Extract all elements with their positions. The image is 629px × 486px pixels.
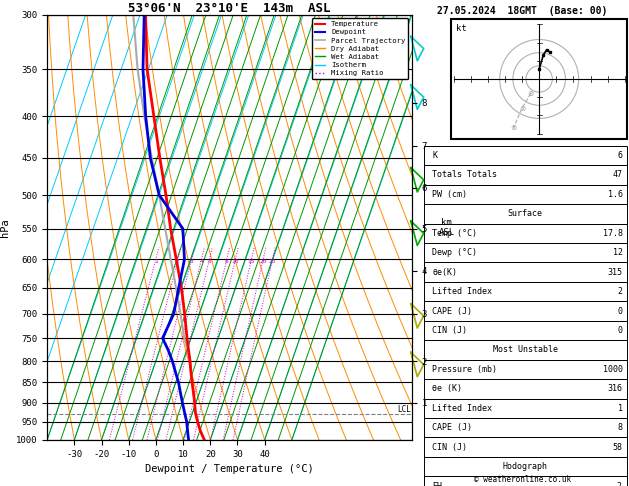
Legend: Temperature, Dewpoint, Parcel Trajectory, Dry Adiabat, Wet Adiabat, Isotherm, Mi: Temperature, Dewpoint, Parcel Trajectory… — [311, 18, 408, 79]
Text: 27.05.2024  18GMT  (Base: 00): 27.05.2024 18GMT (Base: 00) — [437, 6, 607, 16]
Title: 53°06'N  23°10'E  143m  ASL: 53°06'N 23°10'E 143m ASL — [128, 1, 331, 15]
Text: 5: 5 — [208, 260, 211, 264]
Bar — [424, 360, 627, 379]
Text: 15: 15 — [248, 260, 255, 264]
Text: ⊗: ⊗ — [528, 89, 534, 98]
Bar — [424, 146, 627, 165]
Text: 47: 47 — [613, 171, 623, 179]
Bar — [424, 262, 627, 282]
Bar — [424, 165, 627, 185]
Text: 8: 8 — [618, 423, 623, 432]
Text: CAPE (J): CAPE (J) — [432, 307, 472, 315]
Text: EH: EH — [432, 482, 442, 486]
Text: kt: kt — [456, 24, 467, 34]
Text: Totals Totals: Totals Totals — [432, 171, 498, 179]
Text: 25: 25 — [269, 260, 276, 264]
Bar — [424, 224, 627, 243]
Text: 4: 4 — [199, 260, 203, 264]
Text: CAPE (J): CAPE (J) — [432, 423, 472, 432]
Text: Temp (°C): Temp (°C) — [432, 229, 477, 238]
Text: Lifted Index: Lifted Index — [432, 404, 493, 413]
Bar — [424, 476, 627, 486]
Text: 3: 3 — [189, 260, 193, 264]
Text: 58: 58 — [613, 443, 623, 451]
Text: 6: 6 — [618, 151, 623, 160]
Text: © weatheronline.co.uk: © weatheronline.co.uk — [474, 474, 571, 484]
Text: Surface: Surface — [508, 209, 543, 218]
Text: 1: 1 — [618, 404, 623, 413]
X-axis label: Dewpoint / Temperature (°C): Dewpoint / Temperature (°C) — [145, 464, 314, 474]
Bar — [424, 379, 627, 399]
Text: 17.8: 17.8 — [603, 229, 623, 238]
Bar — [424, 243, 627, 262]
Bar — [424, 437, 627, 457]
Text: 1.6: 1.6 — [608, 190, 623, 199]
Text: -2: -2 — [613, 482, 623, 486]
Bar — [424, 204, 627, 224]
Bar — [424, 399, 627, 418]
Text: Lifted Index: Lifted Index — [432, 287, 493, 296]
Text: Mixing Ratio (g/kg): Mixing Ratio (g/kg) — [473, 176, 482, 278]
Text: 1000: 1000 — [603, 365, 623, 374]
Text: 2: 2 — [176, 260, 180, 264]
Bar — [424, 321, 627, 340]
Text: 2: 2 — [618, 287, 623, 296]
Y-axis label: km
ASL: km ASL — [438, 218, 455, 237]
Text: PW (cm): PW (cm) — [432, 190, 467, 199]
Text: LCL: LCL — [398, 405, 411, 414]
Text: ⊗: ⊗ — [519, 104, 525, 113]
Text: Pressure (mb): Pressure (mb) — [432, 365, 498, 374]
Text: 0: 0 — [618, 326, 623, 335]
Bar — [424, 418, 627, 437]
Text: CIN (J): CIN (J) — [432, 326, 467, 335]
Text: 315: 315 — [608, 268, 623, 277]
Text: K: K — [432, 151, 437, 160]
Text: Most Unstable: Most Unstable — [493, 346, 558, 354]
Text: 316: 316 — [608, 384, 623, 393]
Text: Hodograph: Hodograph — [503, 462, 548, 471]
Text: θe(K): θe(K) — [432, 268, 457, 277]
Text: 20: 20 — [259, 260, 267, 264]
Bar — [424, 301, 627, 321]
Text: θe (K): θe (K) — [432, 384, 462, 393]
Text: 12: 12 — [613, 248, 623, 257]
Bar — [424, 340, 627, 360]
Text: 0: 0 — [618, 307, 623, 315]
Text: ⊗: ⊗ — [510, 123, 516, 132]
Text: 1: 1 — [154, 260, 158, 264]
Text: 8: 8 — [225, 260, 229, 264]
Bar — [424, 282, 627, 301]
Y-axis label: hPa: hPa — [1, 218, 11, 237]
Bar — [424, 457, 627, 476]
Bar — [452, 19, 627, 139]
Text: CIN (J): CIN (J) — [432, 443, 467, 451]
Text: Dewp (°C): Dewp (°C) — [432, 248, 477, 257]
Bar — [424, 185, 627, 204]
Text: 10: 10 — [231, 260, 239, 264]
